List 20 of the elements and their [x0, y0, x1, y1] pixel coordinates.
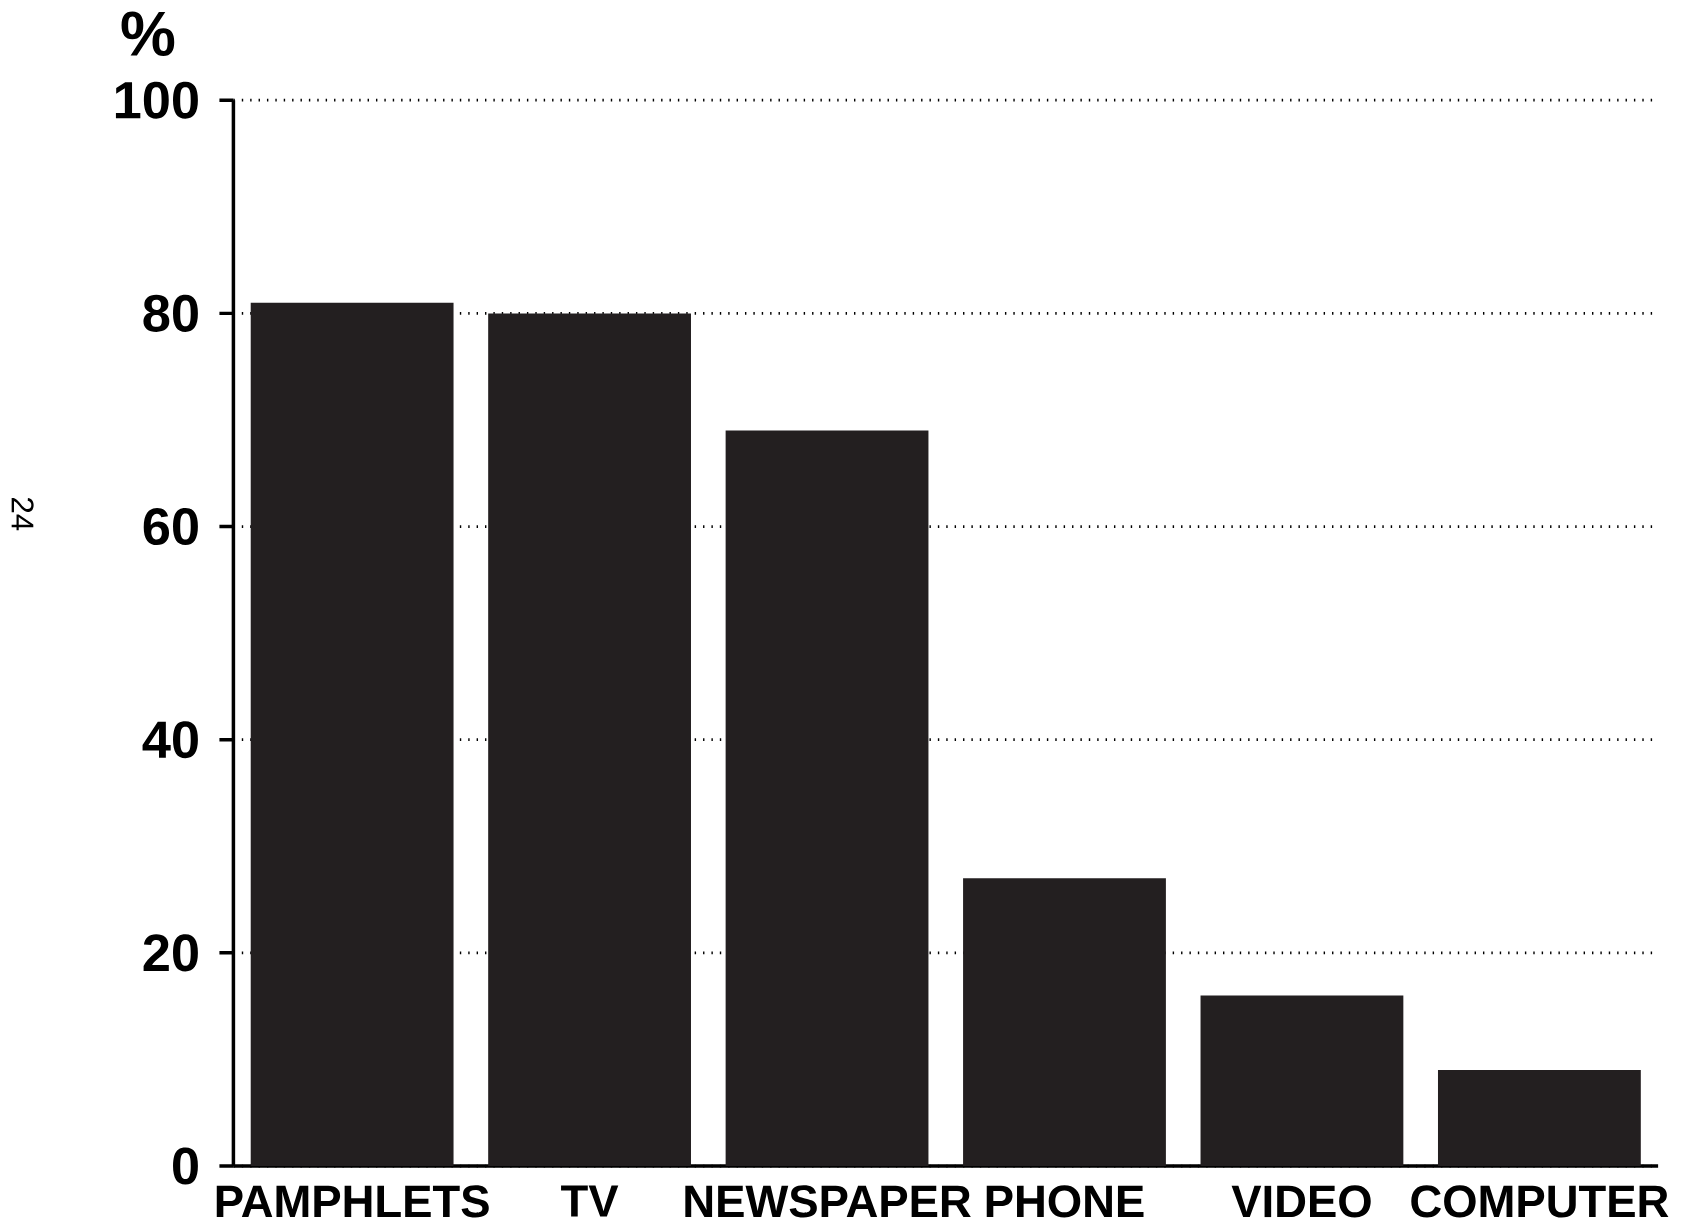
y-tick-label: 0 — [173, 1147, 198, 1185]
bar — [1200, 995, 1404, 1167]
bar — [1437, 1070, 1641, 1167]
x-tick-label: NEWSPAPER — [685, 1185, 971, 1218]
bar — [963, 878, 1166, 1167]
y-tick-label: 20 — [143, 934, 198, 972]
bar — [488, 313, 691, 1167]
y-tick-label: 40 — [142, 721, 198, 759]
y-tick-label: 60 — [143, 508, 198, 546]
x-tick-label: VIDEO — [1231, 1185, 1371, 1218]
y-axis-title: % — [121, 11, 175, 57]
y-tick-label: 80 — [143, 294, 198, 333]
bar — [725, 430, 929, 1167]
bar — [250, 302, 454, 1167]
y-tick-label: 100 — [115, 81, 198, 119]
x-tick-label: TV — [561, 1185, 619, 1217]
x-tick-label: PAMPHLETS — [216, 1185, 489, 1218]
text: 24 — [11, 498, 34, 531]
x-tick-label: PHONE — [986, 1185, 1144, 1218]
x-tick-label: COMPUTER — [1411, 1185, 1669, 1218]
